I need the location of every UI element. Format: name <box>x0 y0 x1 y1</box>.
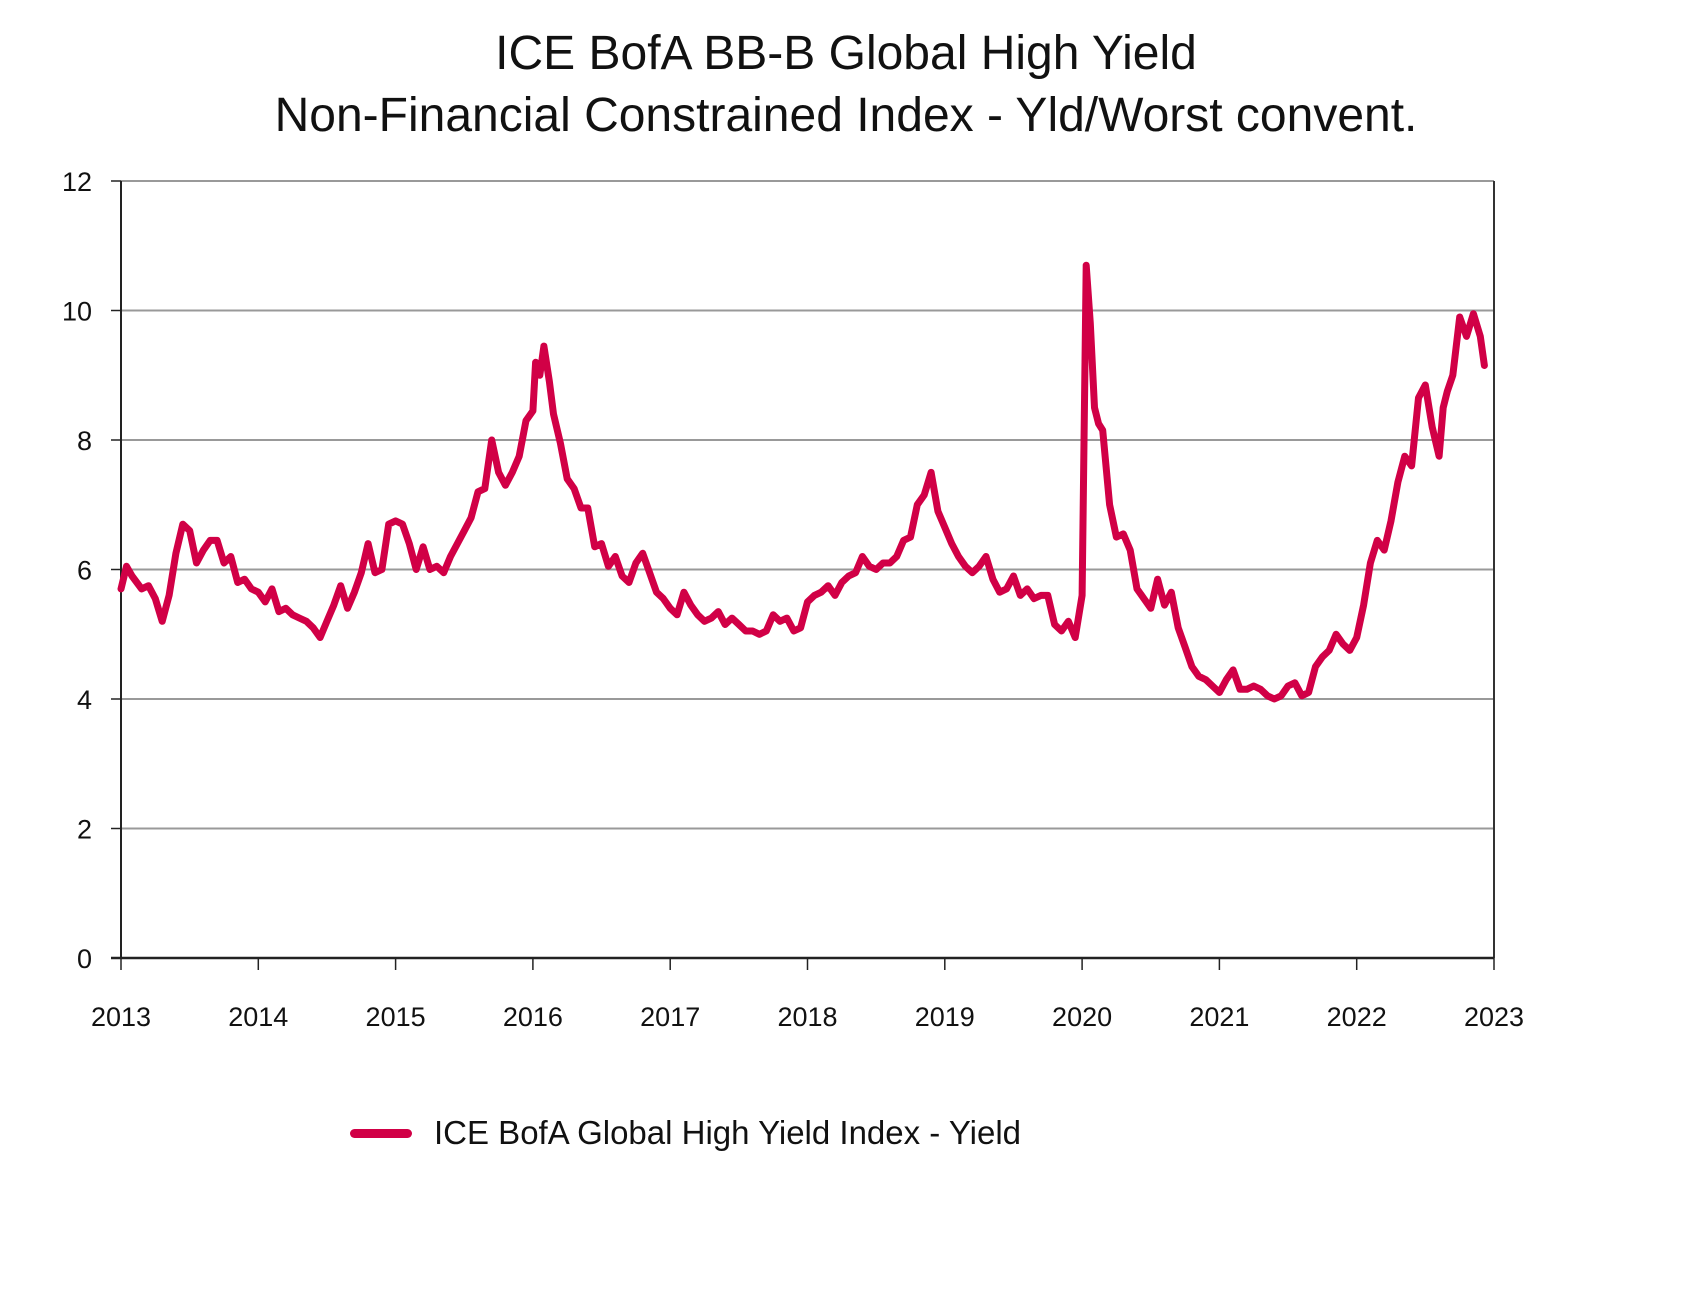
y-tick-label: 10 <box>62 297 92 327</box>
x-tick-label: 2020 <box>1052 1002 1112 1032</box>
y-tick-label: 12 <box>62 167 92 197</box>
legend-label: ICE BofA Global High Yield Index - Yield <box>434 1114 1022 1151</box>
chart-title: ICE BofA BB-B Global High Yield <box>495 27 1197 80</box>
x-tick-label: 2015 <box>366 1002 426 1032</box>
x-tick-label: 2013 <box>91 1002 151 1032</box>
gridlines <box>121 180 1494 830</box>
y-tick-label: 6 <box>77 556 92 586</box>
x-axis-ticks: 2013 2014 2015 2016 2017 2018 2019 2020 2021 2022… <box>91 958 1524 1032</box>
y-tick-label: 4 <box>77 685 92 715</box>
y-axis-ticks: 0 2 4 6 8 10 12 <box>62 167 121 974</box>
x-tick-label: 2016 <box>503 1002 563 1032</box>
x-tick-label: 2019 <box>915 1002 975 1032</box>
y-tick-label: 2 <box>77 815 92 845</box>
y-tick-label: 8 <box>77 426 92 456</box>
legend: ICE BofA Global High Yield Index - Yield <box>350 1114 1021 1152</box>
x-tick-label: 2017 <box>640 1002 700 1032</box>
chart-subtitle: Non-Financial Constrained Index - Yld/Wo… <box>274 89 1418 142</box>
series-line <box>117 261 1488 703</box>
series-layer <box>117 261 1488 703</box>
legend-swatch <box>350 1128 412 1138</box>
x-tick-label: 2023 <box>1464 1002 1524 1032</box>
x-tick-label: 2021 <box>1189 1002 1249 1032</box>
x-tick-label: 2022 <box>1327 1002 1387 1032</box>
x-tick-label: 2014 <box>228 1002 288 1032</box>
x-tick-label: 2018 <box>777 1002 837 1032</box>
y-tick-label: 0 <box>77 944 92 974</box>
